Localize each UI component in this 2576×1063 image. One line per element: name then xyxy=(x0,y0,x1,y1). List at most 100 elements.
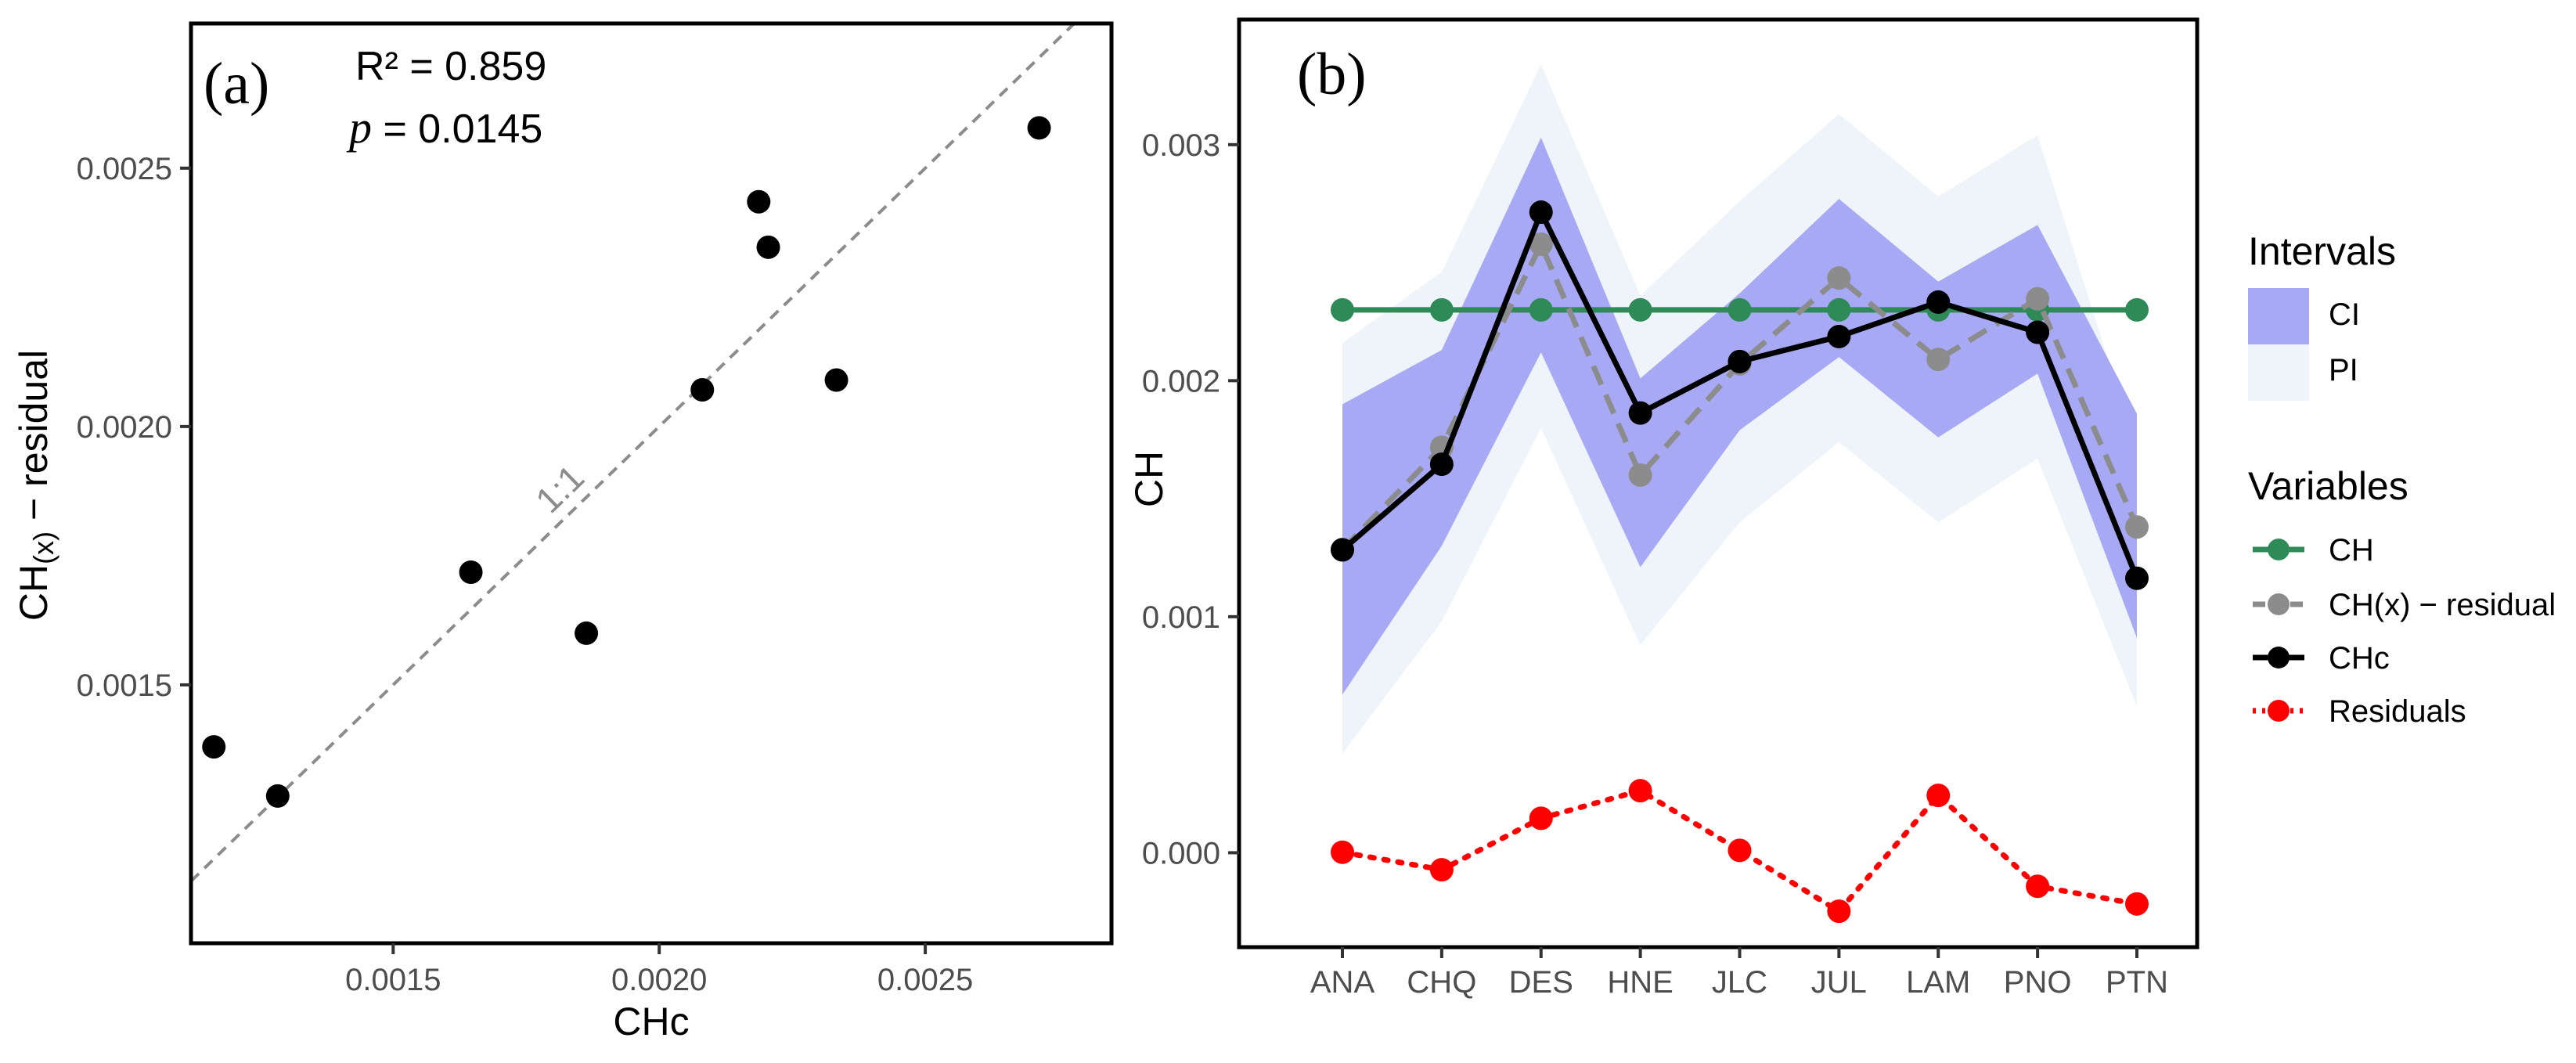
series-lines xyxy=(1331,200,2149,924)
series-point xyxy=(1827,899,1851,924)
y-tick-label: 0.0020 xyxy=(77,410,172,445)
p-value: = 0.0145 xyxy=(372,106,542,152)
panel-b-x-axis: ANA CHQ DES HNE JLC JUL LAM PNO PTN xyxy=(1310,947,2168,1000)
series-point xyxy=(2125,892,2149,916)
legend-residuals-marker xyxy=(2268,700,2290,722)
legend-ch-label: CH xyxy=(2329,533,2374,568)
series-point xyxy=(1728,349,1752,373)
legend-chx-marker xyxy=(2268,593,2290,615)
panel-a-border xyxy=(189,21,1114,946)
x-tick-label: 0.0015 xyxy=(345,963,441,997)
scatter-point-9 xyxy=(202,735,226,759)
scatter-point-2 xyxy=(459,560,483,585)
legend: Intervals CI PI Variables CH CH(x) − res… xyxy=(2248,229,2556,729)
x-tick-label: 0.0025 xyxy=(877,963,973,997)
legend-chc-label: CHc xyxy=(2329,641,2390,676)
y-tick-label: 0.001 xyxy=(1142,600,1220,635)
series-point xyxy=(1926,784,1951,808)
series-point xyxy=(1628,779,1652,803)
scatter-point-7 xyxy=(824,368,848,392)
legend-intervals-title: Intervals xyxy=(2248,229,2396,273)
legend-pi-label: PI xyxy=(2329,353,2358,387)
panel-a-scatter: 1:1 0.0015 0.0020 0.0025 0.00150.00200.002… xyxy=(12,21,1114,1043)
series-point xyxy=(2125,566,2149,590)
panel-b-y-axis: 0.000 0.001 0.002 0.003 xyxy=(1142,128,1239,870)
panel-a-y-axis-title: CH(x) − residual xyxy=(12,350,59,621)
series-point xyxy=(1926,348,1951,372)
legend-variables-title: Variables xyxy=(2248,464,2408,508)
legend-ch-marker xyxy=(2268,539,2290,560)
r-squared-annotation: R² = 0.859 xyxy=(355,44,546,89)
series-point xyxy=(1827,324,1851,348)
series-point xyxy=(1628,463,1652,487)
panel-b-border xyxy=(1237,17,2200,949)
panel-b-y-axis-title: CH xyxy=(1127,451,1171,507)
series-point xyxy=(1331,840,1354,864)
y-tick-label: 0.0025 xyxy=(77,152,172,186)
series-point xyxy=(2026,320,2050,344)
x-tick-label: JLC xyxy=(1712,965,1767,1000)
p-symbol: p xyxy=(346,102,372,153)
panel-b-line-chart: ANA CHQ DES HNE JLC JUL LAM PNO PTN 0.000 0.001 0.… xyxy=(1127,17,2200,1000)
x-tick-label: PTN xyxy=(2106,965,2168,1000)
x-tick-label: PNO xyxy=(2004,965,2072,1000)
series-point xyxy=(1331,297,1354,322)
series-point xyxy=(1529,297,1553,322)
p-value-annotation: p = 0.0145 xyxy=(346,102,542,153)
band-ci xyxy=(1342,137,2137,695)
series-point xyxy=(1529,232,1553,257)
series-point xyxy=(2026,286,2050,311)
panel-a-x-axis: 0.0015 0.0020 0.0025 xyxy=(345,943,973,997)
scatter-point-6 xyxy=(747,189,771,214)
x-tick-label: ANA xyxy=(1310,965,1375,1000)
legend-ci-label: CI xyxy=(2329,297,2360,332)
series-point xyxy=(1827,266,1851,290)
scatter-point-8 xyxy=(756,235,780,259)
series-point xyxy=(1429,297,1454,322)
series-3 xyxy=(1331,200,2149,590)
scatter-points xyxy=(202,116,1051,808)
series-point xyxy=(1331,538,1354,562)
x-tick-label: CHQ xyxy=(1407,965,1476,1000)
y-tick-label: 0.002 xyxy=(1142,364,1220,398)
y-title-rest: − residual xyxy=(12,350,56,532)
series-point xyxy=(1628,297,1652,322)
series-4 xyxy=(1331,779,2149,924)
series-point xyxy=(1827,297,1851,322)
legend-chx-label: CH(x) − residual xyxy=(2329,588,2556,622)
legend-ci-swatch xyxy=(2248,288,2309,344)
series-point xyxy=(1529,200,1553,225)
series-point xyxy=(1926,290,1951,314)
panel-a-y-axis: 0.0015 0.0020 0.0025 xyxy=(77,152,191,703)
y-title-main: CH xyxy=(12,564,56,621)
legend-pi-swatch xyxy=(2248,344,2309,401)
panel-a-plot-area xyxy=(191,23,1111,943)
series-point xyxy=(2125,297,2149,322)
series-point xyxy=(1429,452,1454,477)
scatter-point-3 xyxy=(1027,116,1051,140)
x-tick-label: HNE xyxy=(1607,965,1673,1000)
panel-a-x-axis-title: CHc xyxy=(613,1000,689,1043)
series-point xyxy=(1429,858,1454,882)
scatter-point-5 xyxy=(690,378,715,402)
x-tick-label: 0.0020 xyxy=(611,963,707,997)
scatter-point-4 xyxy=(575,621,599,645)
y-tick-label: 0.000 xyxy=(1142,836,1220,870)
series-point xyxy=(2026,874,2050,899)
scatter-point-1 xyxy=(265,784,290,808)
x-tick-label: LAM xyxy=(1906,965,1970,1000)
x-tick-label: DES xyxy=(1509,965,1573,1000)
legend-residuals-label: Residuals xyxy=(2329,694,2466,729)
series-line xyxy=(1339,787,2140,914)
series-point xyxy=(1529,806,1553,831)
x-tick-label: JUL xyxy=(1811,965,1867,1000)
panel-b-tag: (b) xyxy=(1297,41,1367,107)
series-point xyxy=(1628,401,1652,425)
panel-a-tag: (a) xyxy=(204,51,269,117)
y-title-subscript: (x) xyxy=(27,532,59,564)
series-point xyxy=(1728,838,1752,863)
series-point xyxy=(2125,515,2149,539)
legend-chc-marker xyxy=(2268,647,2290,668)
series-point xyxy=(1728,297,1752,322)
